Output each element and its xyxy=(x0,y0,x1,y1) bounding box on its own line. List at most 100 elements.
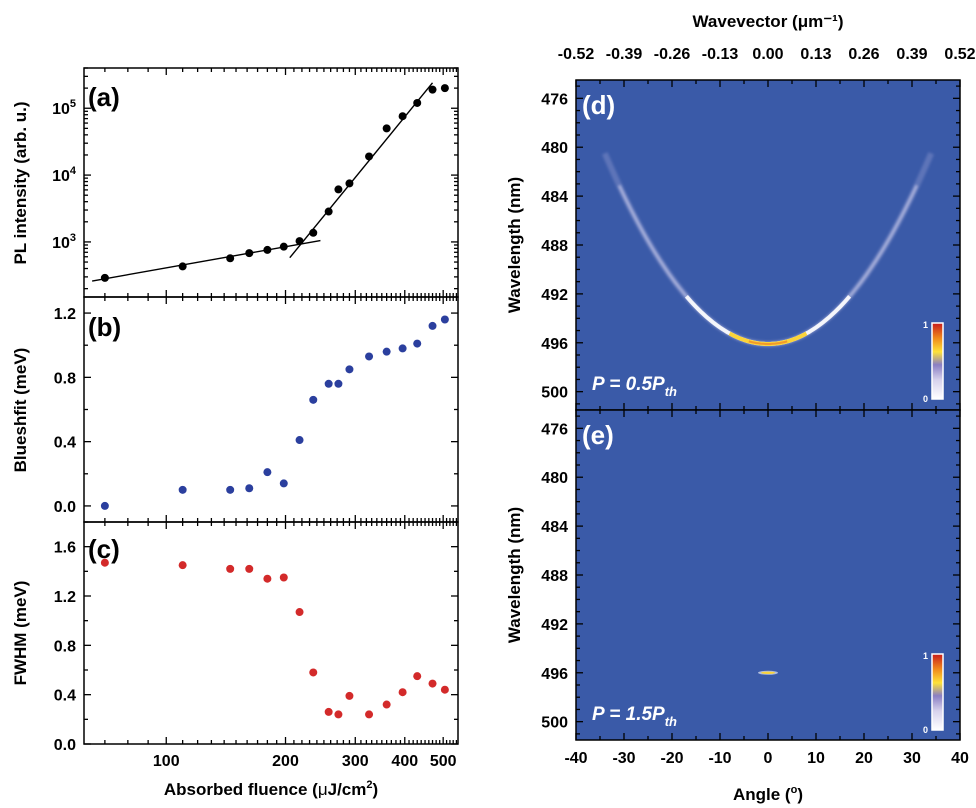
panel-c-ytick-label: 1.2 xyxy=(54,589,76,606)
panel-e-background xyxy=(576,410,960,740)
panel-e-ytick-label: 480 xyxy=(541,470,568,487)
panel-e-xtick-label: 10 xyxy=(807,750,825,767)
panel-c-label: (c) xyxy=(88,534,120,564)
panel-b-point xyxy=(245,484,254,493)
panel-c-point xyxy=(365,710,374,719)
panel-e-lasing-point xyxy=(758,670,778,675)
panel-d-ytick-label: 484 xyxy=(541,189,568,206)
panel-d-ylabel: Wavelength (nm) xyxy=(505,177,524,313)
panel-b-point xyxy=(334,379,343,388)
panel-d: 476 480 484 488 492 496 500 -0.52 -0.39 -0.26 -0.1… xyxy=(505,12,976,411)
panel-b-ytick-label: 1.2 xyxy=(54,306,76,323)
panel-a-point xyxy=(226,254,235,263)
panel-e-xtick-label: 0 xyxy=(764,750,773,767)
panel-d-ytick-label: 496 xyxy=(541,336,568,353)
panel-d-top-tick-label: -0.52 xyxy=(558,46,595,63)
panel-c-points xyxy=(100,558,449,719)
panel-a-ytick-label: 104 xyxy=(52,165,77,185)
panel-d-top-tick-label: -0.39 xyxy=(606,46,643,63)
panel-d-top-tick-label: 0.13 xyxy=(800,46,831,63)
panel-d-annotation-main: P = 0.5P xyxy=(592,374,665,395)
panel-d-top-tick-label: -0.26 xyxy=(654,46,691,63)
panel-d-top-tick-label: 0.52 xyxy=(944,46,975,63)
panel-c: 100 200 300 400 500 0.0 0.4 0.8 1.2 1.6 (c) FWHM … xyxy=(11,521,459,799)
panel-c-frame xyxy=(83,521,459,745)
panel-c-point xyxy=(345,691,354,700)
panel-b-point xyxy=(295,436,304,445)
panel-a-point xyxy=(398,112,407,121)
panel-e-annotation-sub: th xyxy=(665,714,677,729)
panel-c-point xyxy=(245,564,254,573)
panel-c-point xyxy=(226,564,235,573)
panel-c-point xyxy=(178,561,187,570)
panel-c-ticks: 100 200 300 400 500 0.0 0.4 0.8 1.2 1.6 xyxy=(54,521,458,770)
panel-d-dispersion xyxy=(602,152,934,347)
panel-b-point xyxy=(226,485,235,494)
panel-b-point xyxy=(365,352,374,361)
panel-c-xtick-label: 200 xyxy=(272,753,299,770)
panel-a-label: (a) xyxy=(88,82,120,112)
panel-c-xtick-label: 400 xyxy=(391,753,418,770)
panel-e-ytick-label: 476 xyxy=(541,421,568,438)
panel-a-point xyxy=(178,262,187,271)
panel-e-xtick-label: -30 xyxy=(612,750,635,767)
panel-b-ylabel: Blueshfit (meV) xyxy=(11,348,30,473)
panel-a-point xyxy=(382,124,391,133)
panel-d-annotation: P = 0.5Pth xyxy=(592,374,677,399)
panel-e-ytick-label: 488 xyxy=(541,568,568,585)
panel-c-point xyxy=(334,710,343,719)
panel-b-point xyxy=(428,321,437,330)
panel-c-point xyxy=(295,608,304,617)
panel-e-xlabel: Angle (o) xyxy=(733,784,803,804)
panel-a-fit-lines xyxy=(92,82,434,282)
panel-a-point xyxy=(428,85,437,94)
panel-e-xtick-label: 20 xyxy=(855,750,873,767)
panel-d-ytick-label: 488 xyxy=(541,238,568,255)
panel-c-point xyxy=(440,685,449,694)
panel-b-ytick-label: 0.4 xyxy=(54,435,76,452)
panel-b-point xyxy=(324,379,333,388)
panel-e-annotation: P = 1.5Pth xyxy=(592,704,677,729)
panel-d-top-tick-label: -0.13 xyxy=(702,46,739,63)
panel-a-point xyxy=(345,179,354,188)
panel-e-label: (e) xyxy=(582,420,614,450)
panel-e-colorbar-max: 1 xyxy=(923,651,928,661)
panel-b-ticks: 0.0 0.4 0.8 1.2 xyxy=(54,297,458,522)
panel-e-xtick-label: -40 xyxy=(564,750,587,767)
panel-e-xtick-label: 40 xyxy=(951,750,969,767)
panel-e-ytick-label: 492 xyxy=(541,617,568,634)
panel-b: 0.0 0.4 0.8 1.2 (b) Blueshfit (meV) xyxy=(11,296,459,523)
panel-b-point xyxy=(263,468,272,477)
panel-c-point xyxy=(263,574,272,583)
panel-a-fit-line xyxy=(289,82,434,259)
panel-d-colorbar: 1 0 xyxy=(923,320,944,404)
panel-a-point xyxy=(295,237,304,246)
panel-d-top-tick-label: 0.00 xyxy=(752,46,783,63)
panel-a-point xyxy=(100,273,109,282)
panel-c-point xyxy=(398,688,407,697)
panel-d-ytick-label: 500 xyxy=(541,385,568,402)
panel-e-colorbar: 1 0 xyxy=(923,651,944,735)
panel-b-point xyxy=(309,395,318,404)
panel-d-ytick-label: 476 xyxy=(541,91,568,108)
panel-a-point xyxy=(334,185,343,194)
panel-b-point xyxy=(382,347,391,356)
panel-b-ytick-label: 0.0 xyxy=(54,499,76,516)
panel-d-colorbar-max: 1 xyxy=(923,320,928,330)
panel-c-point xyxy=(382,700,391,709)
panel-d-label: (d) xyxy=(582,90,615,120)
panel-a-point xyxy=(324,207,333,216)
panel-d-colorbar-min: 0 xyxy=(923,394,928,404)
panel-a-ytick-label: 105 xyxy=(52,98,76,118)
panel-d-background xyxy=(576,80,960,410)
panel-a-ylabel: PL intensity (arb. u.) xyxy=(11,101,30,264)
panel-e-ytick-label: 484 xyxy=(541,519,568,536)
panel-e-ytick-label: 496 xyxy=(541,666,568,683)
panel-b-point xyxy=(440,315,449,324)
panel-c-ytick-label: 1.6 xyxy=(54,540,76,557)
panel-d-ytick-label: 480 xyxy=(541,140,568,157)
panel-b-ytick-label: 0.8 xyxy=(54,370,76,387)
panel-c-point xyxy=(100,558,109,567)
